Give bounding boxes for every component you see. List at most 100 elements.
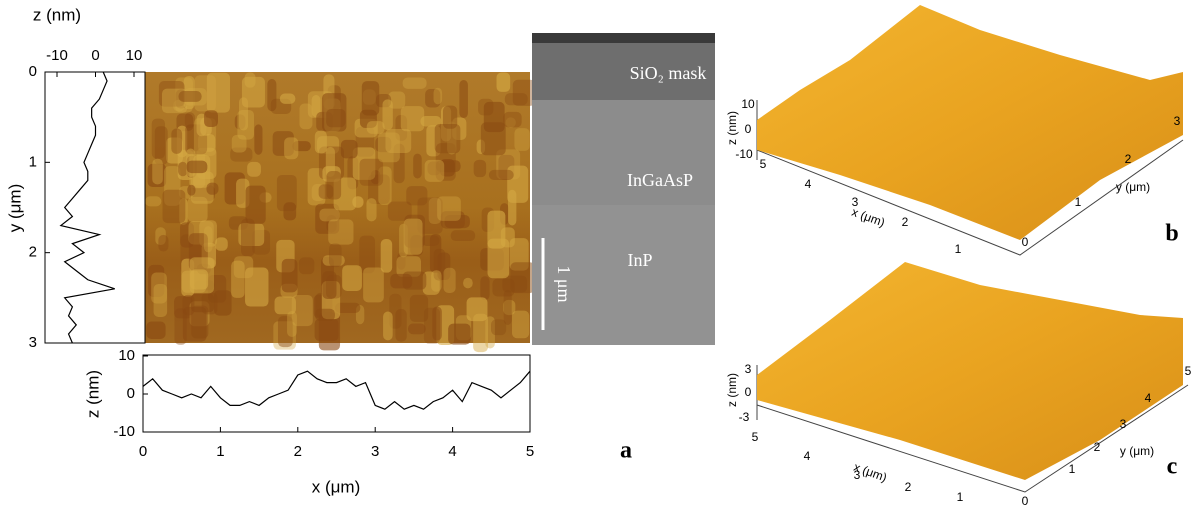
x-tick-label: 2 xyxy=(902,215,909,229)
afm-texture xyxy=(395,308,407,342)
afm-texture xyxy=(245,267,269,307)
sem-image: SiO₂ mask InGaAsP InP 1 μm xyxy=(532,33,715,345)
scale-bar-label: 1 μm xyxy=(554,265,574,302)
afm-texture xyxy=(291,294,313,327)
afm-texture xyxy=(325,146,335,177)
y-tick-label: 2 xyxy=(29,244,37,261)
afm-texture xyxy=(422,271,440,295)
axis-label: z (nm) xyxy=(33,5,81,24)
afm-texture xyxy=(340,139,358,159)
afm-texture xyxy=(440,106,452,142)
afm-texture xyxy=(173,99,185,112)
afm-texture xyxy=(440,211,465,229)
axis-label: z (nm) xyxy=(725,373,739,407)
afm-texture xyxy=(431,270,442,292)
afm-texture xyxy=(395,114,408,141)
x-tick-label: 5 xyxy=(760,157,767,171)
afm-texture xyxy=(363,267,384,303)
afm-texture xyxy=(424,159,445,182)
afm-texture xyxy=(319,208,340,222)
afm-texture xyxy=(459,79,468,119)
afm-texture xyxy=(473,313,489,353)
afm-texture xyxy=(397,252,406,270)
afm-texture xyxy=(158,234,169,252)
afm-texture xyxy=(234,114,246,130)
afm-texture xyxy=(322,271,337,299)
afm-texture xyxy=(187,184,196,196)
afm-texture xyxy=(254,124,263,155)
afm-texture xyxy=(378,166,392,205)
afm-texture xyxy=(512,310,530,339)
afm-texture xyxy=(404,214,425,248)
afm-texture xyxy=(233,256,254,279)
x-tick-label: 0 xyxy=(91,47,99,64)
afm-texture xyxy=(352,147,376,180)
afm-texture xyxy=(230,147,253,162)
afm-texture xyxy=(512,79,536,106)
afm-texture xyxy=(203,226,213,253)
afm-texture xyxy=(485,316,495,349)
afm-texture xyxy=(450,230,476,242)
afm-texture xyxy=(279,93,296,104)
afm-texture xyxy=(403,218,423,255)
afm-texture xyxy=(152,158,163,185)
x-tick-label: 5 xyxy=(526,443,534,460)
afm-image xyxy=(145,72,536,353)
afm-texture xyxy=(145,196,162,207)
afm-texture xyxy=(432,306,442,341)
z-tick-label: -10 xyxy=(735,147,753,161)
y-tick-label: 0 xyxy=(1022,235,1029,249)
afm-texture xyxy=(245,185,266,224)
afm-texture xyxy=(402,77,427,89)
afm-texture xyxy=(487,238,510,279)
afm-texture xyxy=(437,196,461,221)
afm-texture xyxy=(329,243,342,268)
plot-frame xyxy=(142,354,531,433)
profile-line xyxy=(59,71,115,344)
layer-label: SiO₂ mask xyxy=(630,63,707,83)
x-tick-label: 10 xyxy=(126,47,143,64)
afm-texture xyxy=(443,267,456,294)
afm-texture xyxy=(162,189,186,224)
afm-texture xyxy=(307,168,326,206)
afm-texture xyxy=(491,319,507,336)
y-tick-label: 2 xyxy=(1094,440,1101,454)
afm-texture xyxy=(502,275,528,293)
panel-label: a xyxy=(620,438,632,464)
afm-texture xyxy=(311,184,325,202)
afm-texture xyxy=(359,235,376,274)
layer-label: InP xyxy=(627,250,652,270)
afm-texture xyxy=(492,278,515,297)
x-tick-label: 4 xyxy=(805,177,812,191)
x-tick-label: 4 xyxy=(448,443,456,460)
afm-texture xyxy=(480,122,506,156)
x-tick-label: 1 xyxy=(957,490,964,504)
afm-texture xyxy=(178,91,202,102)
axis-label: y (μm) xyxy=(5,184,24,233)
afm-texture xyxy=(151,118,166,159)
afm-texture xyxy=(281,258,298,293)
afm-texture xyxy=(146,321,166,339)
afm-texture xyxy=(238,97,249,131)
y-tick-label: 3 xyxy=(1120,417,1127,431)
axis-label: y (μm) xyxy=(1120,444,1154,458)
afm-texture xyxy=(503,289,512,325)
afm-texture xyxy=(505,117,516,128)
y-tick-label: 10 xyxy=(118,347,135,364)
afm-texture xyxy=(429,233,442,273)
afm-texture xyxy=(276,174,297,212)
afm-texture xyxy=(504,93,528,106)
afm-texture xyxy=(387,201,412,221)
afm-texture xyxy=(326,171,342,200)
afm-texture xyxy=(359,158,384,186)
afm-texture xyxy=(334,302,361,313)
afm-texture xyxy=(333,177,357,211)
afm-texture xyxy=(179,198,188,226)
afm-texture xyxy=(292,141,311,152)
y-tick-label: 4 xyxy=(1145,391,1152,405)
afm-texture xyxy=(214,290,232,316)
afm-texture xyxy=(466,297,488,322)
afm-texture xyxy=(393,143,405,184)
afm-texture xyxy=(448,323,471,345)
